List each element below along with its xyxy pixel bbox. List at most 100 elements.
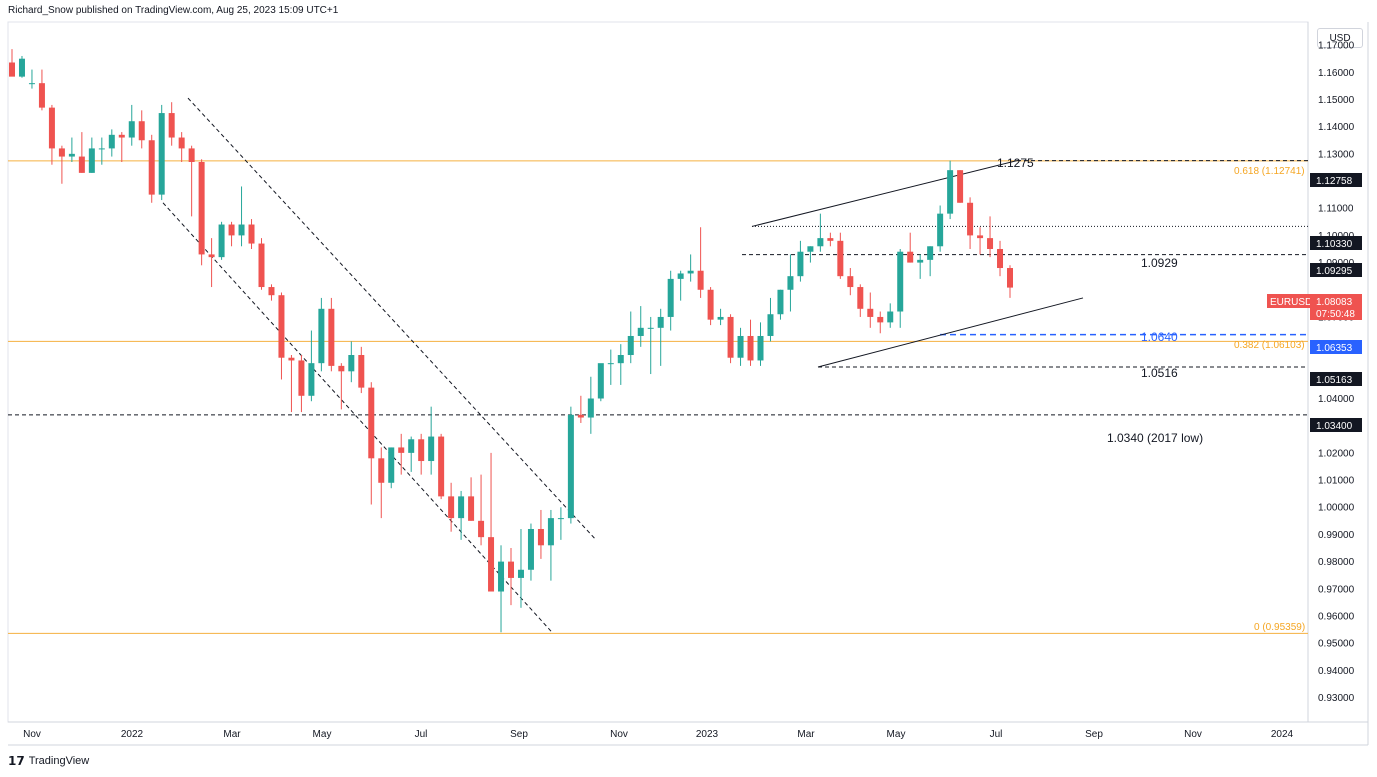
y-tick-4: 1.13000 bbox=[1318, 149, 1355, 160]
candle-body bbox=[458, 496, 465, 519]
badge-1-06353 bbox=[1310, 340, 1362, 354]
trend-channels bbox=[162, 97, 1084, 634]
tradingview-logo-icon: 𝟭𝟳 bbox=[8, 754, 25, 768]
candle-body bbox=[238, 224, 245, 236]
candle-body bbox=[797, 251, 804, 277]
candle-body bbox=[228, 224, 235, 236]
candle-body bbox=[198, 162, 205, 255]
badge-1-10330-text: 1.10330 bbox=[1316, 239, 1353, 250]
x-tick-4: Jul bbox=[415, 729, 428, 740]
candle-body bbox=[38, 83, 45, 108]
candle-body bbox=[428, 436, 435, 462]
x-tick-12: Nov bbox=[1184, 729, 1202, 740]
candle-body bbox=[398, 447, 405, 453]
candle-body bbox=[208, 254, 215, 258]
candle-body bbox=[308, 363, 315, 396]
badge-1-12758-text: 1.12758 bbox=[1316, 176, 1353, 187]
footer: 𝟭𝟳 TradingView bbox=[8, 754, 89, 768]
x-tick-0: Nov bbox=[23, 729, 41, 740]
y-tick-21: 0.94000 bbox=[1318, 666, 1355, 677]
candle-body bbox=[817, 238, 824, 247]
candle-body bbox=[627, 335, 634, 356]
candle-body bbox=[338, 365, 345, 372]
candle-body bbox=[108, 134, 115, 149]
candle-body bbox=[707, 289, 714, 320]
candle-body bbox=[98, 148, 105, 150]
y-tick-6: 1.11000 bbox=[1318, 204, 1354, 215]
last-price-badge bbox=[1310, 294, 1362, 320]
rising-wedge-upper bbox=[751, 160, 1018, 227]
fib-618-label: 0.618 (1.12741) bbox=[1234, 166, 1305, 177]
candles bbox=[9, 49, 1013, 633]
candle-body bbox=[737, 335, 744, 358]
candle-body bbox=[218, 224, 225, 258]
candle-body bbox=[777, 289, 784, 315]
badge-1-05163-text: 1.05163 bbox=[1316, 375, 1353, 386]
candle-body bbox=[368, 387, 375, 459]
candle-body bbox=[378, 458, 385, 483]
badge-1-05163 bbox=[1310, 372, 1362, 386]
y-tick-19: 0.96000 bbox=[1318, 611, 1355, 622]
badge-1-12758 bbox=[1310, 173, 1362, 187]
y-tick-2: 1.15000 bbox=[1318, 95, 1355, 106]
badge-1-10330 bbox=[1310, 236, 1362, 250]
x-tick-1: 2022 bbox=[121, 729, 144, 740]
candle-body bbox=[468, 496, 475, 521]
candle-body bbox=[68, 153, 75, 157]
x-tick-2: Mar bbox=[223, 729, 241, 740]
footer-brand: TradingView bbox=[28, 755, 90, 767]
symbol-badge-text: EURUSD bbox=[1270, 297, 1312, 308]
candle-body bbox=[248, 224, 255, 244]
y-tick-11: 1.04000 bbox=[1318, 394, 1355, 405]
candle-body bbox=[867, 308, 874, 317]
rising-wedge-lower bbox=[817, 297, 1084, 368]
y-tick-20: 0.95000 bbox=[1318, 639, 1355, 650]
candle-body bbox=[268, 287, 275, 296]
y-tick-15: 1.00000 bbox=[1318, 503, 1355, 514]
candle-body bbox=[48, 107, 55, 149]
candle-body bbox=[537, 528, 544, 546]
x-axis-ticks: Nov 2022 Mar May Jul Sep Nov 2023 Mar May Jul Sep No… bbox=[23, 729, 1293, 740]
candle-body bbox=[677, 273, 684, 279]
badge-1-09295 bbox=[1310, 263, 1362, 277]
candle-body bbox=[727, 316, 734, 358]
candle-body bbox=[747, 335, 754, 361]
y-tick-22: 0.93000 bbox=[1318, 693, 1355, 704]
candle-body bbox=[138, 121, 145, 141]
candle-body bbox=[358, 355, 365, 388]
candle-body bbox=[448, 496, 455, 519]
candle-body bbox=[58, 148, 65, 157]
annotation-1-0929: 1.0929 bbox=[1141, 256, 1178, 270]
candle-body bbox=[947, 170, 954, 214]
y-tick-18: 0.97000 bbox=[1318, 584, 1355, 595]
candle-body bbox=[597, 363, 604, 399]
currency-button[interactable]: USD bbox=[1317, 28, 1363, 48]
y-tick-1: 1.16000 bbox=[1318, 68, 1355, 79]
candle-body bbox=[318, 308, 325, 364]
annotation-2017-low: 1.0340 (2017 low) bbox=[1107, 431, 1203, 445]
candle-body bbox=[158, 113, 165, 195]
countdown-text: 07:50:48 bbox=[1316, 309, 1355, 320]
candle-body bbox=[917, 259, 924, 263]
x-tick-7: 2023 bbox=[696, 729, 719, 740]
x-tick-8: Mar bbox=[797, 729, 815, 740]
candle-body bbox=[348, 355, 355, 372]
candle-body bbox=[787, 276, 794, 290]
candle-body bbox=[28, 83, 35, 85]
candle-body bbox=[88, 148, 95, 173]
candle-body bbox=[527, 528, 534, 570]
candle-body bbox=[887, 311, 894, 323]
candle-body bbox=[967, 202, 974, 236]
candle-body bbox=[927, 246, 934, 260]
badge-1-03400 bbox=[1310, 418, 1362, 432]
candle-body bbox=[757, 335, 764, 361]
candle-body bbox=[188, 148, 195, 162]
candle-body bbox=[647, 327, 654, 329]
candle-body bbox=[957, 170, 964, 203]
candle-body bbox=[18, 58, 25, 77]
symbol-badge bbox=[1267, 294, 1311, 308]
candle-body bbox=[567, 414, 574, 519]
candle-body bbox=[118, 134, 125, 138]
published-header: Richard_Snow published on TradingView.co… bbox=[8, 5, 339, 16]
